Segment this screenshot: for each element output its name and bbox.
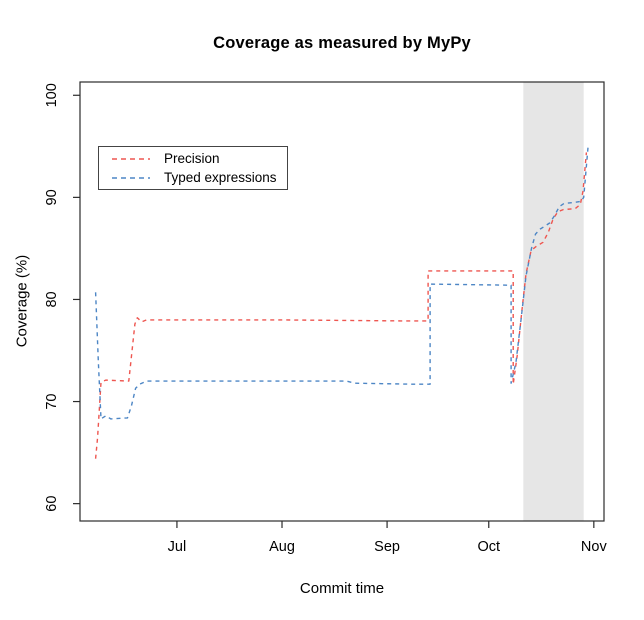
plot-box: [79, 81, 605, 522]
chart-title: Coverage as measured by MyPy: [213, 34, 471, 52]
series-line-typed-expressions: [94, 146, 589, 420]
legend-label-typed-expressions: Typed expressions: [164, 170, 277, 185]
x-tick-label-jul: Jul: [168, 539, 187, 555]
legend-item-typed-expressions: Typed expressions: [111, 169, 287, 186]
y-tick-label-70: 70: [44, 393, 60, 409]
highlight-band: [523, 82, 584, 521]
legend-item-precision: Precision: [111, 150, 287, 167]
legend-line-precision-icon: [112, 157, 150, 160]
y-tick-label-100: 100: [44, 83, 60, 107]
y-tick-label-80: 80: [44, 291, 60, 307]
legend-label-precision: Precision: [164, 151, 220, 166]
x-tick-label-nov: Nov: [581, 539, 608, 555]
x-tick-label-oct: Oct: [477, 539, 500, 555]
x-axis-label: Commit time: [299, 580, 385, 597]
y-axis-label: Coverage (%): [13, 254, 31, 348]
x-tick-label-aug: Aug: [269, 539, 295, 555]
x-tick-label-sep: Sep: [374, 539, 400, 555]
legend-line-typed-expressions-icon: [112, 176, 150, 179]
y-tick-label-60: 60: [44, 496, 60, 512]
legend-box: Precision Typed expressions: [98, 146, 288, 190]
y-tick-label-90: 90: [44, 189, 60, 205]
series-line-precision: [94, 152, 588, 459]
